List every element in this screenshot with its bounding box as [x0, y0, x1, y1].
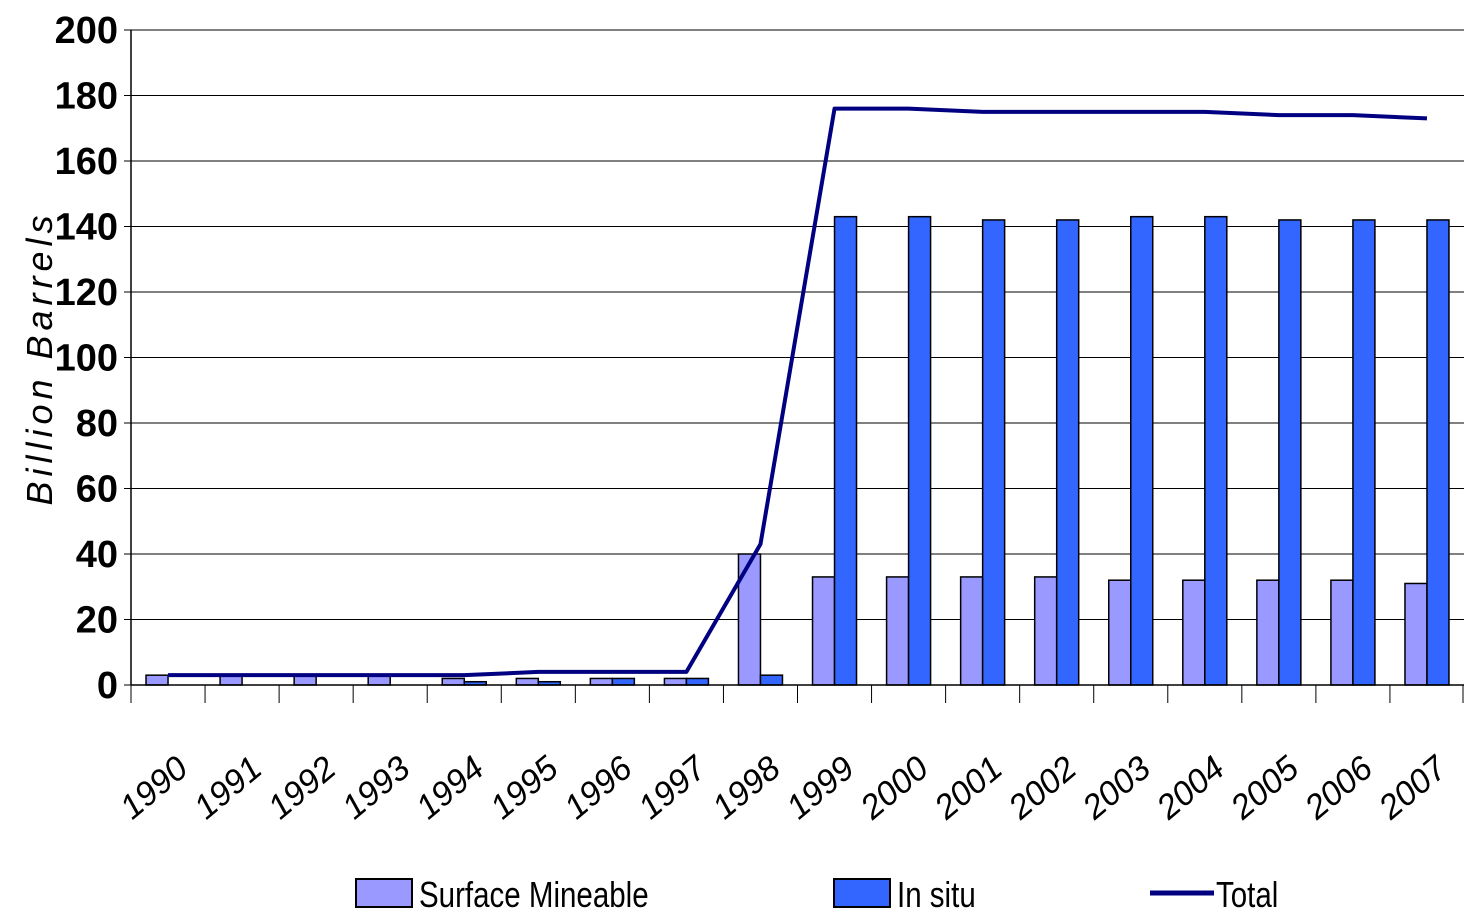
bar-surface-mineable	[885, 576, 910, 686]
legend-item: Surface Mineable	[355, 874, 649, 915]
legend-label: Surface Mineable	[419, 874, 649, 914]
x-tick-label: 1996	[557, 749, 639, 827]
x-tick-label: 2001	[927, 749, 1010, 827]
x-tick-label: 1998	[705, 749, 787, 827]
x-tick-label: 2002	[1001, 749, 1084, 827]
y-tick-label: 40	[76, 534, 118, 576]
bar-surface-mineable	[441, 677, 465, 686]
legend-label: Total	[1216, 874, 1278, 914]
bar-surface-mineable	[1256, 579, 1280, 686]
legend-swatch	[355, 878, 413, 908]
bar-in-situ	[685, 677, 710, 686]
x-tick-label: 1993	[335, 749, 417, 827]
x-tick-label: 2003	[1075, 749, 1158, 827]
y-axis-label: Billion Barrels	[19, 210, 60, 505]
bar-surface-mineable	[663, 677, 688, 686]
bars	[145, 215, 1450, 686]
bar-surface-mineable	[589, 677, 614, 686]
legend-item: Total	[1150, 874, 1278, 915]
bar-in-situ	[1204, 215, 1228, 686]
y-tick-label: 180	[55, 76, 118, 118]
bar-surface-mineable	[1108, 579, 1132, 686]
total-line-layer	[168, 106, 1428, 678]
bar-surface-mineable	[1182, 579, 1206, 686]
bar-in-situ	[833, 215, 858, 686]
legend-label: In situ	[897, 874, 976, 914]
y-tick-label: 20	[76, 600, 118, 642]
bar-in-situ	[1130, 215, 1154, 686]
axes	[124, 29, 1464, 703]
x-tick-label: 1997	[631, 748, 714, 826]
x-tick-label: 1999	[779, 749, 861, 827]
y-tick-label: 120	[55, 272, 118, 314]
x-tick-label: 2007	[1371, 748, 1455, 827]
x-tick-label: 1995	[483, 749, 565, 827]
bar-in-situ	[1426, 219, 1450, 686]
y-tick-label: 80	[76, 403, 118, 445]
bar-in-situ	[1278, 219, 1302, 686]
bar-surface-mineable	[515, 677, 540, 686]
y-tick-label: 140	[55, 207, 118, 249]
bar-surface-mineable	[145, 674, 169, 686]
x-tick-label: 1990	[113, 749, 195, 827]
y-tick-label: 0	[97, 665, 118, 707]
x-tick-label: 1992	[261, 749, 343, 827]
bar-in-situ	[759, 674, 784, 686]
bar-in-situ	[611, 677, 636, 686]
legend-swatch	[833, 878, 891, 908]
gridlines	[131, 29, 1464, 620]
bar-surface-mineable	[811, 576, 836, 686]
x-tick-label: 1994	[409, 749, 491, 827]
x-tick-label: 2004	[1149, 749, 1232, 827]
y-tick-label: 200	[55, 10, 118, 52]
x-tick-label: 1991	[187, 749, 269, 827]
x-tick-label: 2005	[1223, 749, 1306, 827]
bar-surface-mineable	[959, 576, 984, 686]
bar-surface-mineable	[1404, 582, 1428, 686]
bar-in-situ	[1352, 219, 1376, 686]
bar-in-situ	[1055, 219, 1080, 686]
x-tick-label: 2006	[1297, 749, 1380, 827]
x-tick-label: 2000	[853, 749, 936, 827]
bar-in-situ	[981, 219, 1006, 686]
y-tick-label: 100	[55, 338, 118, 380]
y-tick-label: 60	[76, 469, 118, 511]
legend: Surface Mineable In situ Total	[355, 874, 1278, 915]
bar-surface-mineable	[1033, 576, 1058, 686]
tick-labels: 0204060801001201401601802001990199119921…	[55, 10, 1455, 827]
bar-in-situ	[907, 215, 932, 686]
series-line-total	[168, 106, 1428, 678]
y-tick-label: 160	[55, 141, 118, 183]
legend-item: In situ	[833, 874, 976, 915]
bar-surface-mineable	[1330, 579, 1354, 686]
